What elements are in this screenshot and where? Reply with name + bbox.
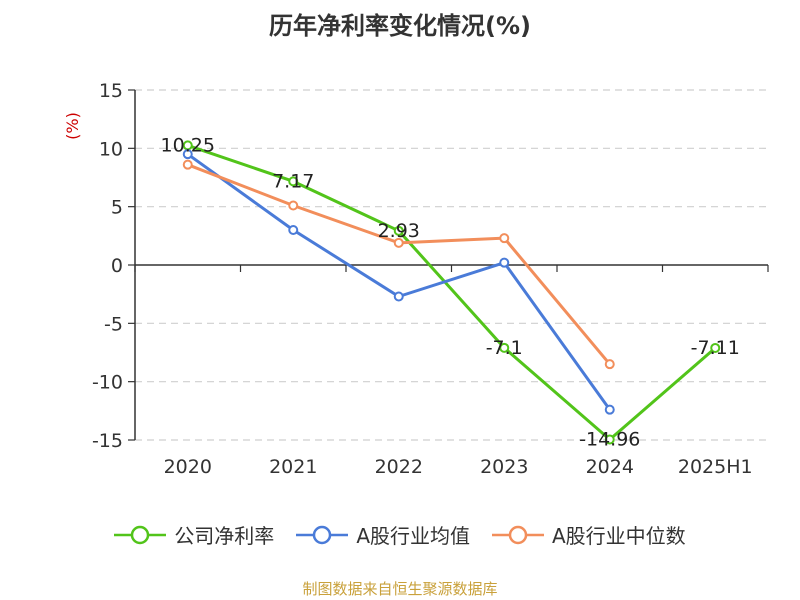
data-label: 7.17 bbox=[272, 170, 314, 192]
legend-item-industry-mean[interactable]: A股行业均值 bbox=[296, 520, 470, 549]
legend-item-company[interactable]: 公司净利率 bbox=[114, 520, 274, 549]
series-lines bbox=[182, 140, 721, 445]
data-label: 2.93 bbox=[378, 220, 420, 242]
y-tick-label: -5 bbox=[104, 313, 123, 335]
x-tick-label: 2021 bbox=[269, 456, 317, 478]
data-point-series-2[interactable] bbox=[182, 159, 193, 170]
x-tick-label: 2022 bbox=[375, 456, 423, 478]
data-source-note: 制图数据来自恒生聚源数据库 bbox=[302, 580, 498, 598]
x-tick-label: 2025H1 bbox=[678, 456, 753, 478]
legend-label-industry-median: A股行业中位数 bbox=[552, 524, 686, 548]
data-point-series-2[interactable] bbox=[393, 237, 404, 248]
data-point-series-1[interactable] bbox=[604, 404, 615, 415]
legend-swatch-company bbox=[114, 525, 167, 544]
data-point-series-2[interactable] bbox=[288, 200, 299, 211]
data-label: -14.96 bbox=[579, 429, 640, 451]
gridlines bbox=[135, 89, 768, 441]
x-tick-label: 2024 bbox=[586, 456, 634, 478]
data-point-series-1[interactable] bbox=[499, 257, 510, 268]
data-label: -7.1 bbox=[486, 337, 523, 359]
series-line-1 bbox=[186, 152, 611, 411]
legend: 公司净利率 A股行业均值 A股行业中位数 bbox=[0, 520, 800, 549]
y-tick-label: -15 bbox=[92, 430, 123, 452]
legend-label-industry-mean: A股行业均值 bbox=[356, 524, 470, 548]
data-label: -7.11 bbox=[691, 337, 740, 359]
chart-title: 历年净利率变化情况(%) bbox=[269, 12, 531, 40]
data-point-series-1[interactable] bbox=[182, 149, 193, 160]
data-point-series-0[interactable] bbox=[710, 342, 721, 353]
legend-swatch-industry-mean bbox=[296, 525, 349, 544]
y-tick-label: -10 bbox=[92, 372, 123, 394]
data-label: 10.25 bbox=[161, 134, 215, 156]
data-point-series-0[interactable] bbox=[393, 225, 404, 236]
data-point-series-0[interactable] bbox=[499, 342, 510, 353]
data-labels: 10.25 7.17 2.93 -7.1 -14.96 -7.11 bbox=[161, 134, 740, 450]
series-line-0 bbox=[187, 143, 717, 442]
legend-label-company: 公司净利率 bbox=[174, 524, 275, 548]
y-tick-label: 15 bbox=[99, 80, 123, 102]
x-tick-label: 2023 bbox=[480, 456, 528, 478]
data-point-series-2[interactable] bbox=[499, 233, 510, 244]
x-tick-label: 2020 bbox=[164, 456, 212, 478]
data-point-series-2[interactable] bbox=[604, 359, 615, 370]
y-tick-label: 10 bbox=[99, 138, 123, 160]
axes: 15 10 5 0 -5 -10 -15 2020 2021 2022 2023 2024 2025H1 bbox=[92, 80, 769, 478]
data-point-series-1[interactable] bbox=[393, 291, 404, 302]
data-point-series-1[interactable] bbox=[288, 225, 299, 235]
data-point-series-0[interactable] bbox=[604, 434, 615, 445]
data-point-series-0[interactable] bbox=[288, 176, 299, 187]
y-axis-unit-label: (%) bbox=[63, 112, 82, 140]
legend-swatch-industry-median bbox=[492, 525, 544, 544]
y-tick-label: 5 bbox=[111, 197, 123, 219]
legend-item-industry-median[interactable]: A股行业中位数 bbox=[492, 520, 686, 549]
y-tick-label: 0 bbox=[111, 255, 123, 277]
